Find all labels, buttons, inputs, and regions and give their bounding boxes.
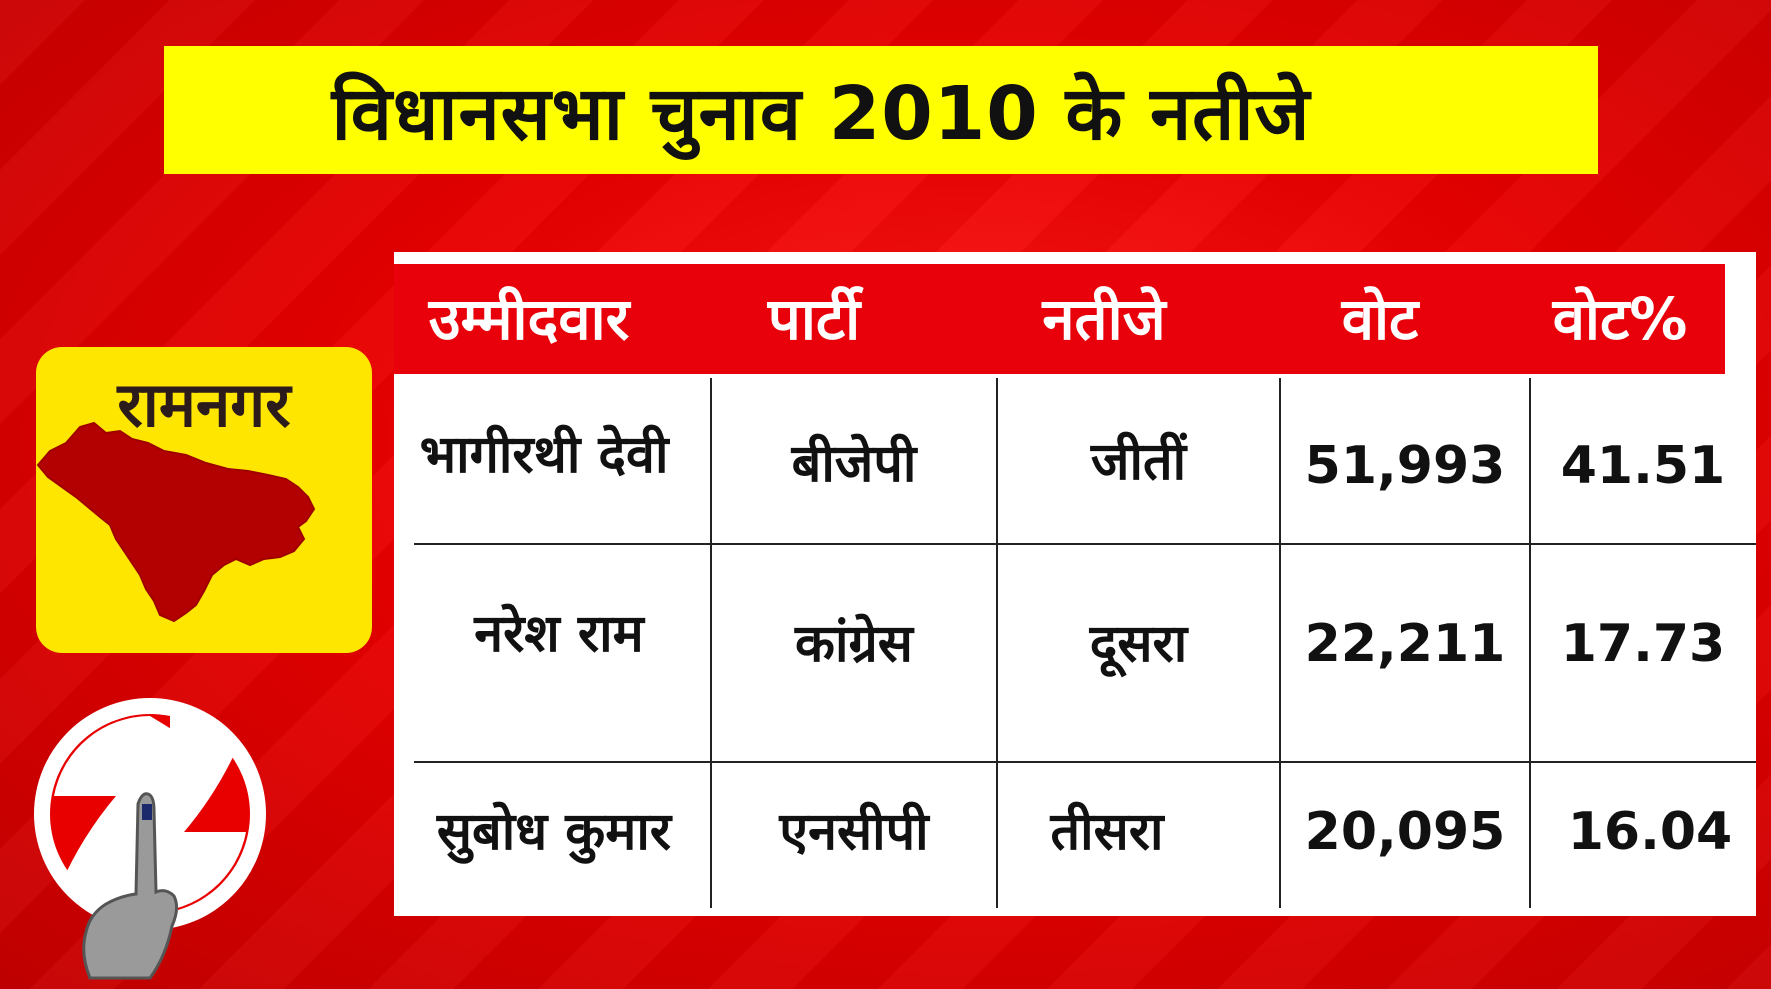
vote-percent: 41.51 bbox=[1560, 436, 1726, 496]
candidate-name: नरेश राम bbox=[474, 604, 644, 664]
header-result: नतीजे bbox=[1042, 285, 1166, 353]
page-title: विधानसभा चुनाव 2010 के नतीजे bbox=[331, 70, 1311, 157]
election-commission-logo-icon bbox=[34, 698, 266, 980]
constituency-badge: रामनगर bbox=[36, 347, 372, 653]
region-map-icon bbox=[36, 421, 316, 623]
constituency-name: रामनगर bbox=[117, 368, 291, 441]
table-grid bbox=[414, 378, 1756, 908]
result: दूसरा bbox=[1089, 614, 1188, 674]
header-votes: वोट bbox=[1341, 285, 1419, 353]
header-candidate: उम्मीदवार bbox=[428, 285, 630, 353]
votes: 22,211 bbox=[1304, 614, 1506, 674]
candidate-name: सुबोध कुमार bbox=[436, 802, 672, 862]
vote-percent: 17.73 bbox=[1560, 614, 1726, 674]
party-name: बीजेपी bbox=[791, 434, 917, 494]
results-table: उम्मीदवार पार्टी नतीजे वोट वोट% भागीरथी … bbox=[394, 252, 1756, 916]
table-header: उम्मीदवार पार्टी नतीजे वोट वोट% bbox=[394, 264, 1725, 374]
result: तीसरा bbox=[1050, 802, 1164, 862]
party-name: कांग्रेस bbox=[795, 614, 913, 674]
candidate-name: भागीरथी देवी bbox=[419, 425, 669, 485]
header-party: पार्टी bbox=[767, 285, 861, 353]
votes: 51,993 bbox=[1304, 436, 1506, 496]
vote-percent: 16.04 bbox=[1567, 802, 1733, 862]
title-banner: विधानसभा चुनाव 2010 के नतीजे bbox=[164, 46, 1598, 174]
party-name: एनसीपी bbox=[779, 802, 929, 862]
votes: 20,095 bbox=[1304, 802, 1506, 862]
result: जीतीं bbox=[1090, 432, 1187, 492]
header-vote-percent: वोट% bbox=[1552, 285, 1688, 353]
